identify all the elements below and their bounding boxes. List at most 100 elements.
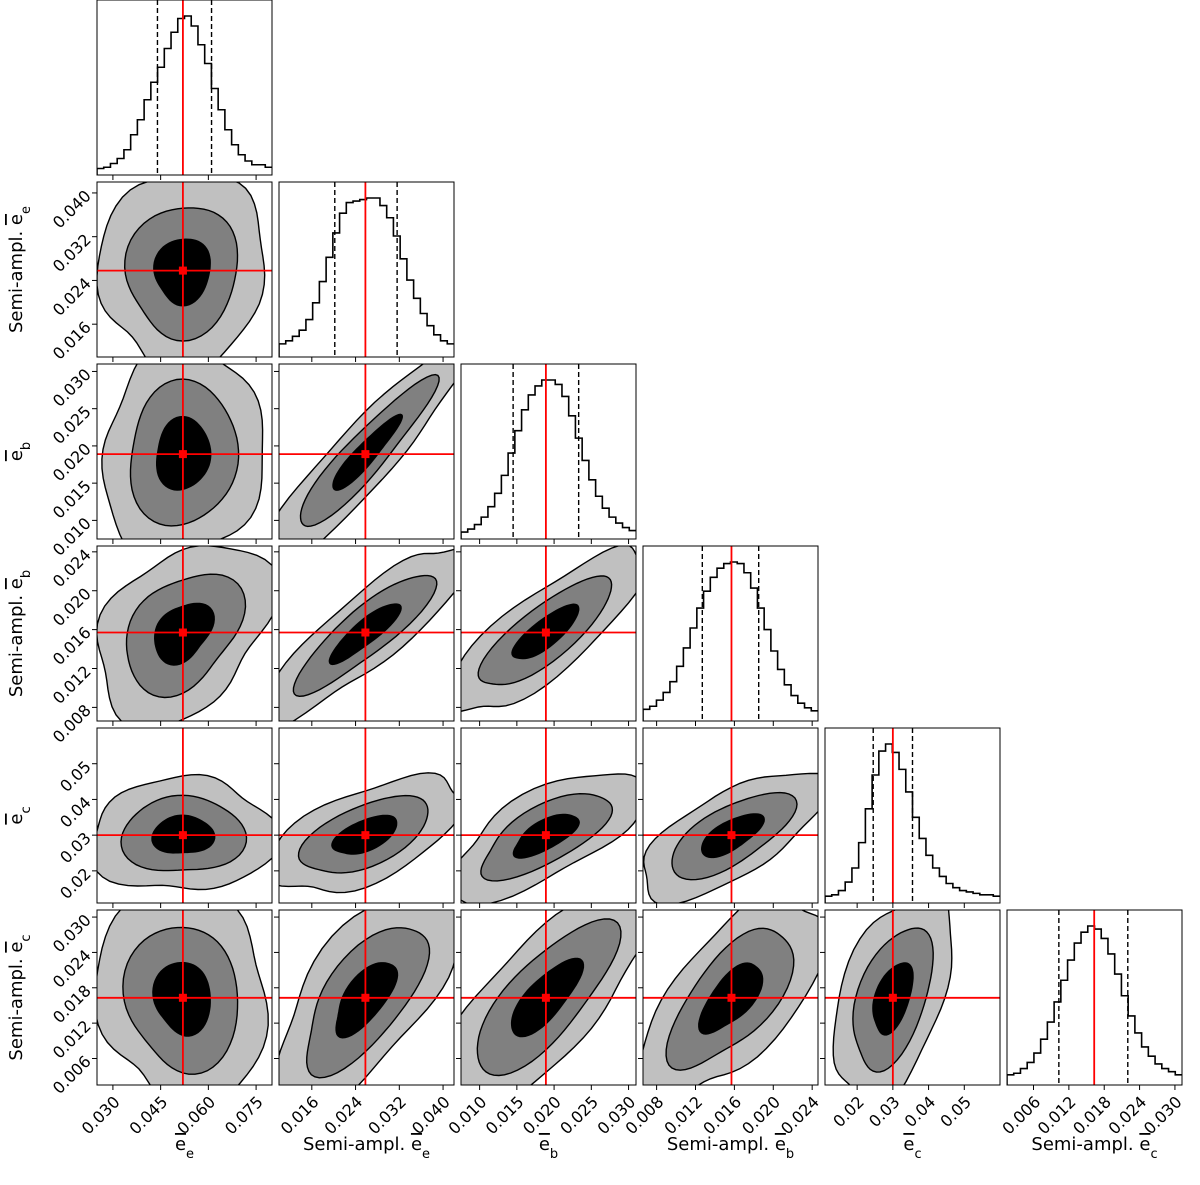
truth-marker (541, 628, 550, 637)
panel-frame (278, 545, 455, 722)
x-axis-label-sa_e_b: Semi-ampl. eb (667, 1134, 794, 1162)
x-tick-label: 0.030 (78, 1092, 124, 1138)
histogram-step (461, 379, 636, 539)
truth-marker (361, 831, 370, 840)
contour-panel-sa_e_b-vs-e_b (456, 545, 637, 726)
panel-frame (278, 363, 455, 540)
truth-marker (361, 993, 370, 1002)
x-tick-label: 0.075 (221, 1092, 267, 1138)
x-tick-label: 0.012 (1034, 1092, 1080, 1138)
x-tick-label: 0.060 (173, 1092, 219, 1138)
hist-panel-e_c (824, 727, 1001, 908)
panel-frame (824, 727, 1001, 904)
panel-frame (96, 545, 273, 722)
y-tick-label: 0.015 (49, 477, 95, 523)
panel-frame (642, 909, 819, 1086)
y-tick-label: 0.040 (49, 186, 95, 232)
x-tick-label: 0.015 (482, 1092, 528, 1138)
histogram-step (643, 561, 818, 721)
histogram-step (825, 743, 1000, 903)
x-tick-label: 0.045 (126, 1092, 172, 1138)
truth-marker (541, 993, 550, 1002)
contour-panel-e_c-vs-sa_e_e (274, 727, 455, 908)
y-tick-label: 0.024 (49, 274, 95, 320)
truth-marker (178, 266, 187, 275)
panel-frame (96, 0, 273, 176)
x-tick-label: 0.03 (865, 1092, 904, 1131)
x-tick-label: 0.012 (660, 1092, 706, 1138)
contour-panel-e_c-vs-sa_e_b (638, 727, 819, 908)
truth-marker (541, 831, 550, 840)
y-tick-label: 0.03 (56, 828, 95, 867)
x-tick-label: 0.020 (519, 1092, 565, 1138)
y-axis-label-sa_e_b: Semi-ampl. eb (6, 570, 34, 697)
x-axis-label-sa_e_e: Semi-ampl. ee (303, 1134, 430, 1162)
x-tick-label: 0.024 (777, 1092, 823, 1138)
hist-panel-e_e (96, 0, 273, 180)
y-axis-label-sa_e_e: Semi-ampl. ee (6, 206, 34, 333)
x-axis-label-sa_e_c: Semi-ampl. ec (1031, 1134, 1157, 1162)
panel-frame (96, 363, 273, 540)
truth-marker (178, 831, 187, 840)
truth-marker (178, 993, 187, 1002)
contour-panel-e_b-vs-sa_e_e (274, 363, 455, 544)
y-tick-label: 0.032 (49, 230, 95, 276)
contour-panel-sa_e_b-vs-sa_e_e (274, 545, 455, 726)
panel-frame (460, 727, 637, 904)
x-tick-label: 0.030 (1140, 1092, 1186, 1138)
x-tick-label: 0.025 (556, 1092, 602, 1138)
y-axis-label-e_c: ec (6, 806, 34, 824)
y-tick-label: 0.030 (49, 365, 95, 411)
x-tick-label: 0.010 (445, 1092, 491, 1138)
panel-frame (96, 727, 273, 904)
x-tick-label: 0.016 (277, 1092, 323, 1138)
x-axis-label-e_e: ee (175, 1134, 194, 1162)
y-axis-label-sa_e_c: Semi-ampl. ec (6, 934, 34, 1060)
y-tick-label: 0.016 (49, 318, 95, 364)
y-tick-label: 0.024 (49, 946, 95, 992)
y-tick-label: 0.030 (49, 910, 95, 956)
panel-frame (278, 181, 455, 358)
y-tick-label: 0.020 (49, 439, 95, 485)
truth-marker (178, 628, 187, 637)
panel-frame (96, 181, 273, 358)
y-axis-label-e_b: eb (6, 442, 34, 461)
x-axis-label-e_b: eb (539, 1134, 558, 1162)
x-axis-label-e_c: ec (903, 1134, 921, 1162)
x-tick-label: 0.040 (408, 1092, 454, 1138)
contour-panel-sa_e_c-vs-e_e: 0.030 0.045 0.060 0.0750.0060.0120.0180.024… (49, 909, 273, 1138)
y-tick-label: 0.006 (49, 1052, 95, 1098)
y-tick-label: 0.025 (49, 402, 95, 448)
truth-marker (178, 450, 187, 459)
x-tick-label: 0.032 (364, 1092, 410, 1138)
truth-marker (361, 450, 370, 459)
x-tick-label: 0.024 (1104, 1092, 1150, 1138)
y-tick-label: 0.008 (49, 701, 95, 747)
histogram-step (279, 197, 454, 357)
contour-panel-e_c-vs-e_b (456, 727, 637, 908)
panel-frame (460, 363, 637, 540)
contour-panel-sa_e_c-vs-e_c: 0.020.030.040.05 (820, 909, 1001, 1131)
panel-frame (824, 909, 1001, 1086)
panel-frame (278, 727, 455, 904)
truth-marker (727, 831, 736, 840)
x-tick-label: 0.006 (998, 1092, 1044, 1138)
truth-marker (888, 993, 897, 1002)
x-tick-label: 0.020 (738, 1092, 784, 1138)
truth-marker (361, 628, 370, 637)
hist-panel-sa_e_e (278, 181, 455, 362)
x-tick-label: 0.016 (699, 1092, 745, 1138)
y-tick-label: 0.012 (49, 662, 95, 708)
y-tick-label: 0.04 (56, 793, 95, 832)
x-tick-label: 0.05 (936, 1092, 975, 1131)
histogram-step (97, 15, 272, 175)
x-tick-label: 0.024 (320, 1092, 366, 1138)
panel-frame (460, 909, 637, 1086)
